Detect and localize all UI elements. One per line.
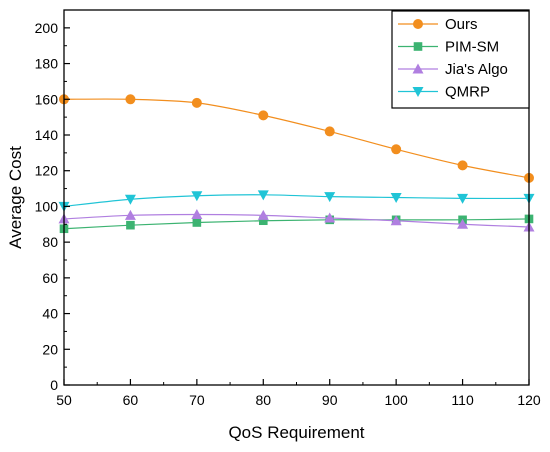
data-point-ours: [191, 97, 202, 108]
legend-label-ours: Ours: [445, 16, 478, 33]
y-tick-label: 60: [42, 270, 58, 286]
y-tick-label: 200: [35, 20, 59, 36]
data-point-qmrp: [257, 190, 269, 201]
x-axis-title: QoS Requirement: [228, 423, 364, 442]
y-axis-title: Average Cost: [6, 146, 25, 249]
y-tick-label: 0: [50, 377, 58, 393]
data-point-ours: [391, 144, 402, 155]
data-point-qmrp: [124, 194, 136, 205]
data-point-jia-s-algo: [191, 208, 203, 219]
y-tick-label: 140: [35, 127, 59, 143]
legend-label-jia-s-algo: Jia's Algo: [445, 61, 508, 78]
data-point-jia-s-algo: [124, 209, 136, 220]
data-point-jia-s-algo: [457, 218, 469, 229]
legend-label-pim-sm: PIM-SM: [445, 39, 499, 56]
data-point-qmrp: [324, 192, 336, 203]
x-tick-label: 120: [517, 392, 541, 408]
legend-marker-pim-sm: [413, 42, 423, 51]
chart-axes: 50 60 70 80 90 100 110 120 0 20 40 60 80 100 120 140 160…: [35, 9, 541, 408]
y-tick-label: 160: [35, 91, 59, 107]
x-tick-label: 90: [322, 392, 338, 408]
legend-marker-jia-s-algo: [412, 63, 424, 74]
data-point-qmrp: [390, 193, 402, 203]
data-point-ours: [324, 126, 335, 137]
series-line-pim-sm: [63, 218, 530, 230]
data-point-qmrp: [191, 191, 203, 202]
data-point-ours: [258, 110, 269, 121]
x-tick-label: 80: [255, 392, 271, 408]
x-tick-label: 70: [189, 392, 205, 408]
series-line-ours: [63, 98, 530, 179]
legend-label-qmrp: QMRP: [445, 84, 490, 101]
data-point-jia-s-algo: [324, 212, 336, 223]
chart-marks: [58, 94, 535, 234]
data-point-ours: [457, 160, 468, 171]
series-line-qmrp: [63, 194, 530, 208]
legend: Ours PIM-SM Jia's Algo QMRP: [391, 10, 530, 109]
data-point-qmrp: [457, 193, 469, 204]
series-line-jia-s-algo: [63, 213, 530, 228]
data-point-jia-s-algo: [257, 209, 269, 220]
data-point-ours: [125, 94, 136, 105]
data-point-pim-sm: [192, 218, 202, 227]
data-point-pim-sm: [258, 216, 268, 226]
y-tick-label: 180: [35, 56, 59, 72]
data-point-jia-s-algo: [390, 215, 402, 226]
data-point-pim-sm: [126, 220, 135, 230]
x-tick-label: 50: [56, 392, 72, 408]
x-tick-label: 60: [123, 392, 139, 408]
x-tick-label: 100: [384, 392, 408, 408]
y-tick-label: 100: [35, 198, 59, 214]
y-tick-label: 80: [42, 234, 58, 250]
legend-marker-qmrp: [412, 87, 424, 97]
y-tick-label: 20: [42, 341, 58, 357]
x-tick-label: 110: [451, 392, 474, 408]
y-tick-label: 40: [42, 306, 58, 322]
legend-marker-ours: [413, 19, 423, 29]
y-tick-label: 120: [35, 163, 59, 179]
